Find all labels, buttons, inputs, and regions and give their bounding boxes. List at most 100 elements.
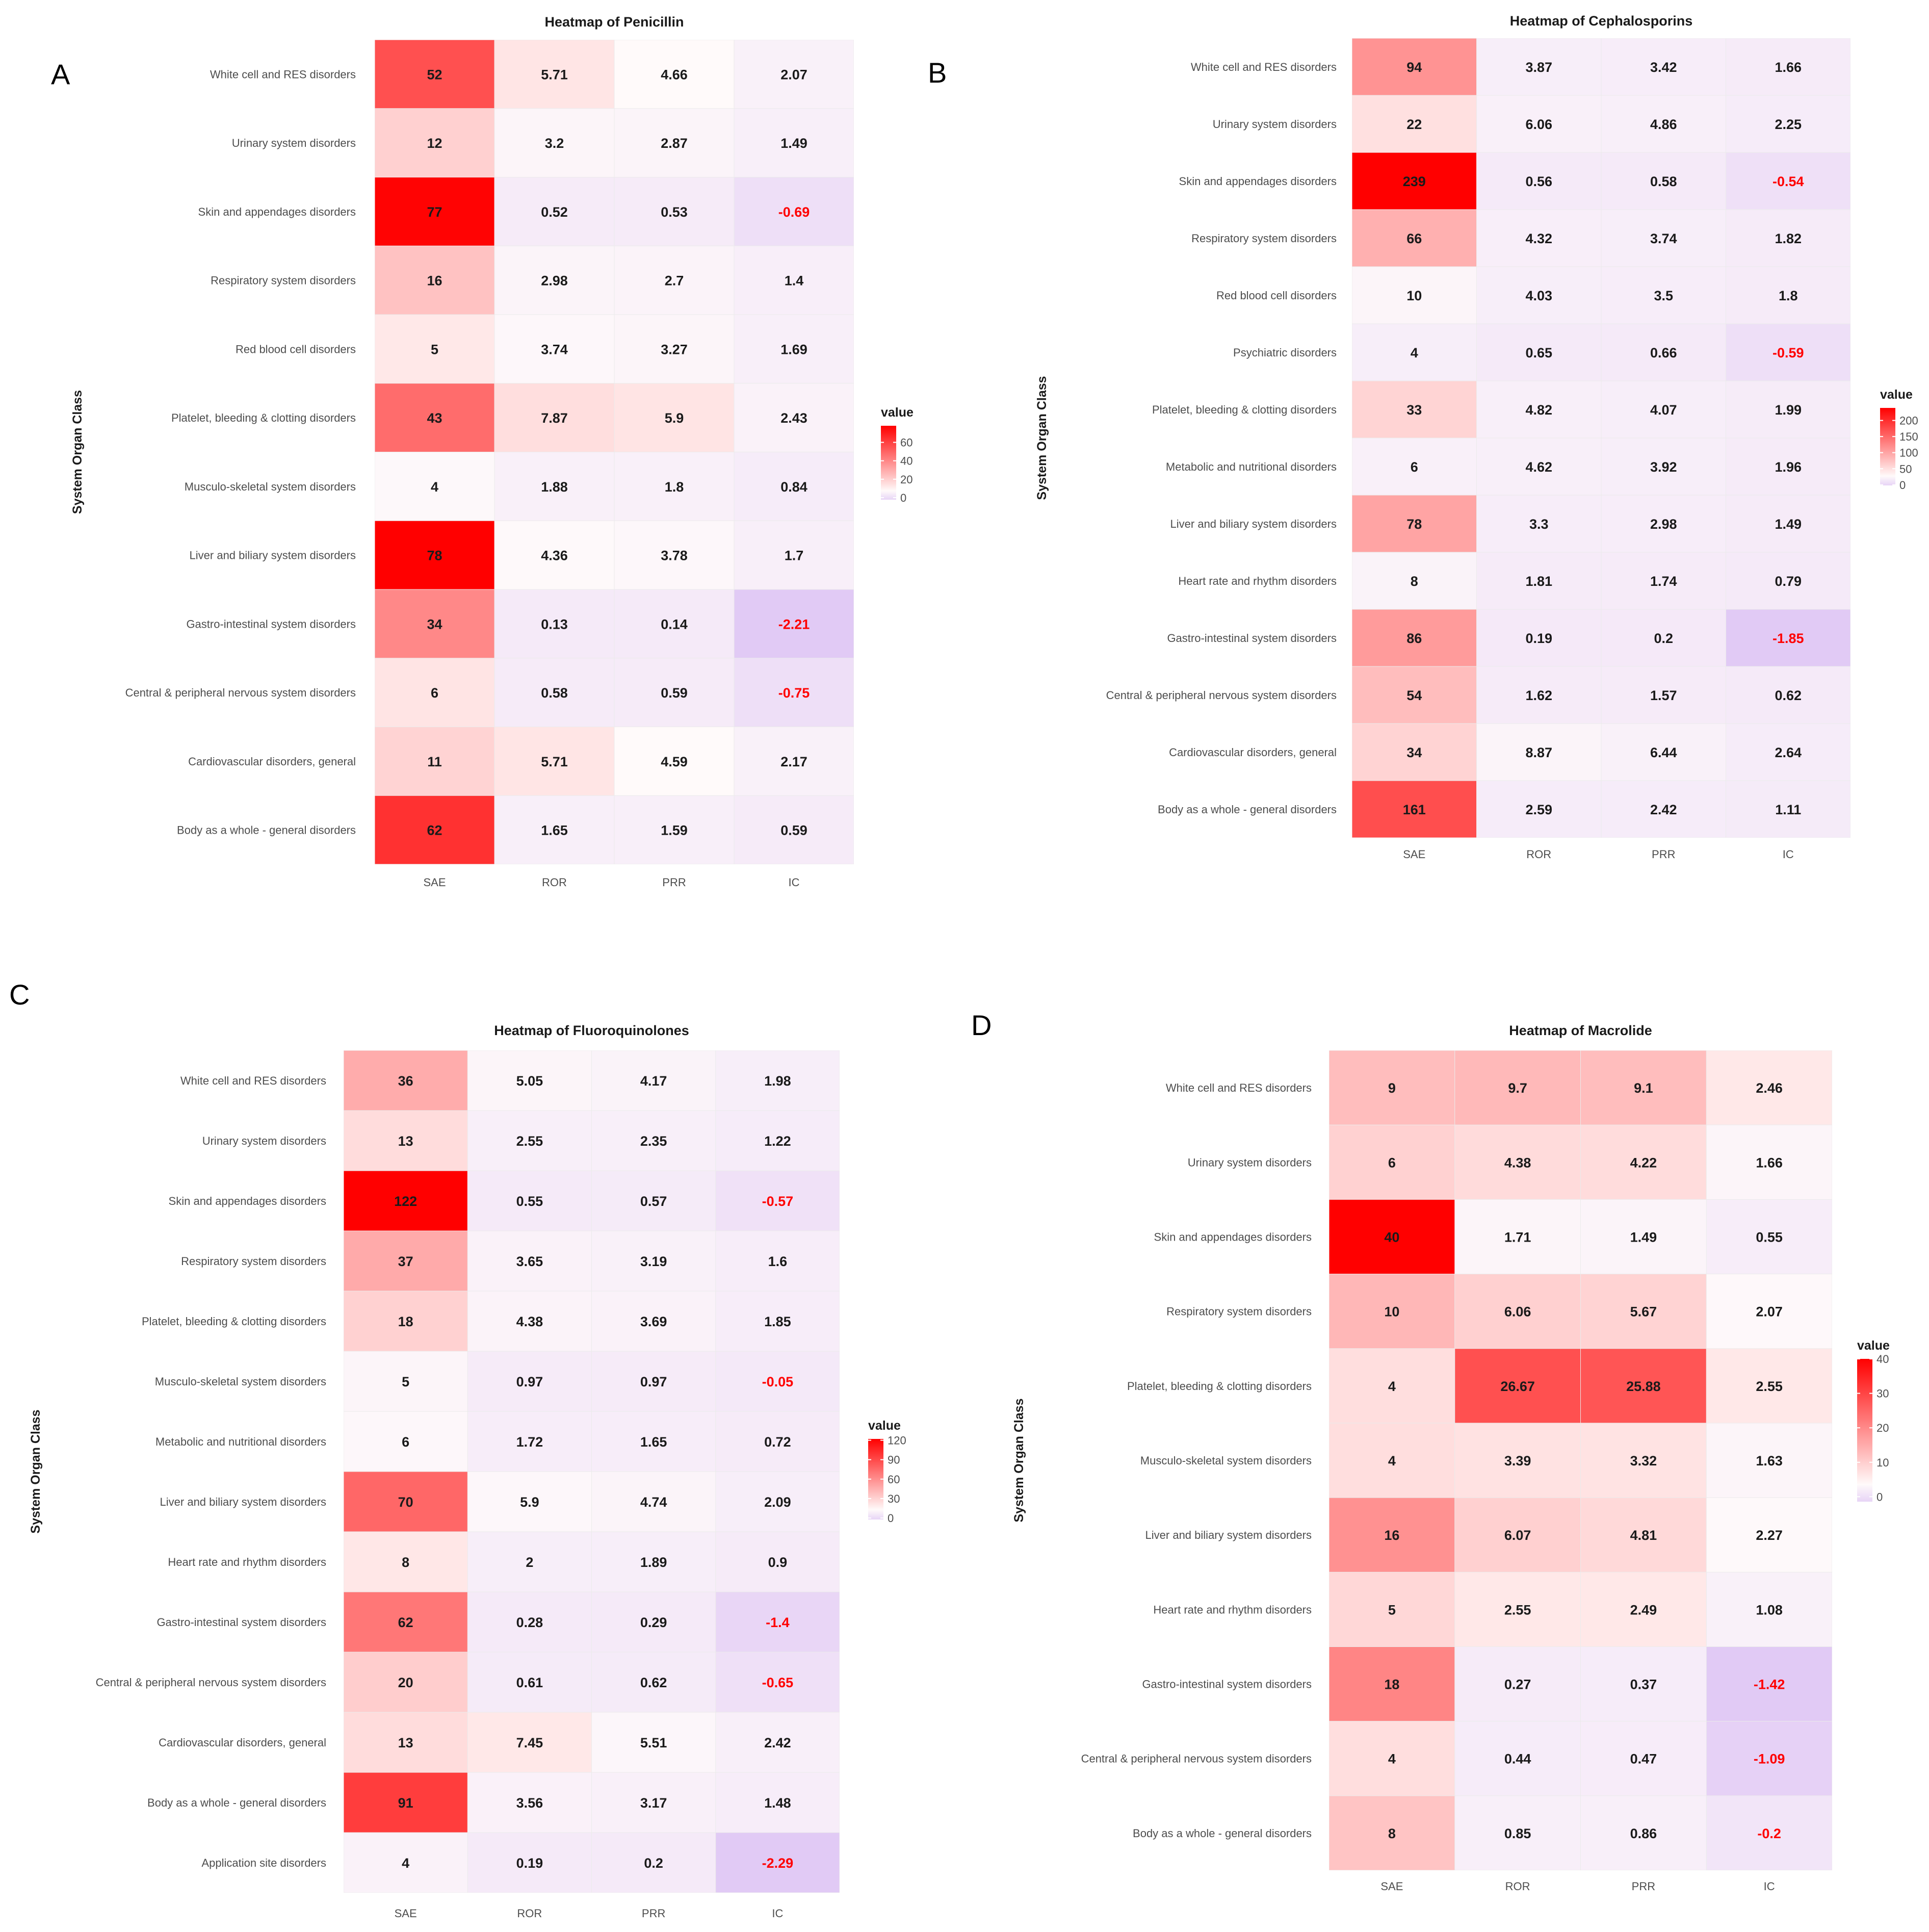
heatmap-cell [734,727,854,795]
cell-value-label: 2.25 [1775,117,1802,132]
heatmap-cell [1601,495,1726,552]
heatmap-cell [1726,724,1850,781]
heatmap-cell [734,40,854,109]
cell-value-label: 4.82 [1525,402,1552,418]
legend-tick-label: 0 [1876,1490,1883,1503]
legend-tick-label: 30 [888,1492,900,1505]
row-tick-label: Gastro-intestinal system disorders [1167,632,1337,645]
cell-value-label: 1.99 [1775,402,1802,418]
row-tick-label: Metabolic and nutritional disorders [155,1435,326,1448]
cell-value-label: 6.06 [1504,1304,1531,1320]
cell-value-label: 8 [1411,574,1418,589]
y-axis-label: System Organ Class [1012,1398,1026,1522]
cell-value-label: 5 [1388,1602,1396,1617]
heatmap-cell [1455,1572,1580,1646]
cell-value-label: 4.03 [1525,288,1552,303]
cell-value-label: 4 [1411,345,1418,360]
column-tick-label: ROR [542,876,567,889]
cell-value-label: 25.88 [1626,1379,1661,1394]
cell-value-label: 0.59 [780,823,807,838]
cell-value-label: 4.59 [661,754,688,769]
legend-tick-label: 90 [888,1454,900,1466]
heatmap-cell [375,40,494,109]
heatmap-cell [1601,210,1726,267]
cell-value-label: 6 [431,685,438,701]
heatmap-cell [734,177,854,246]
heatmap-cell [1455,1125,1580,1199]
column-tick-label: PRR [1652,848,1675,861]
heatmap-cell [344,1231,467,1291]
cell-value-label: -2.21 [778,616,810,632]
heatmap-cell [1601,438,1726,495]
row-tick-label: Central & peripheral nervous system diso… [1106,689,1337,702]
column-tick-label: ROR [517,1907,542,1920]
heatmap-cell [1455,1199,1580,1274]
cell-value-label: 0.52 [541,204,568,220]
heatmap-cell [344,1050,467,1111]
heatmap-cell [614,315,734,383]
column-tick-label: PRR [662,876,686,889]
cell-value-label: 0.28 [516,1615,543,1630]
heatmap-cell [1706,1274,1832,1349]
heatmap-cell [375,452,494,521]
cell-value-label: 7.87 [541,410,568,426]
heatmap-cell [1477,495,1601,552]
cell-value-label: 5.67 [1630,1304,1657,1320]
cell-value-label: 34 [1406,745,1422,760]
cell-value-label: 3.78 [661,548,688,563]
cell-value-label: 3.69 [640,1314,667,1329]
cell-value-label: 0.19 [1525,631,1552,646]
cell-value-label: -0.57 [762,1194,794,1209]
legend-tick-label: 20 [900,473,913,486]
cell-value-label: 4.36 [541,548,568,563]
heatmap-cell [344,1171,467,1231]
heatmap-cell [1352,552,1476,609]
cell-value-label: 0.9 [768,1555,788,1570]
row-tick-label: Central & peripheral nervous system diso… [125,686,356,699]
cell-value-label: 4.38 [516,1314,543,1329]
heatmap-cell [375,177,494,246]
cell-value-label: 5.9 [520,1495,539,1510]
heatmap-cell [592,1712,716,1772]
heatmap-cell [344,1291,467,1351]
heatmap-cell [494,521,614,589]
cell-value-label: 0.44 [1504,1751,1531,1767]
heatmap-cell [1477,724,1601,781]
cell-value-label: 2.09 [764,1495,791,1510]
heatmap-cell [1455,1498,1580,1572]
cell-value-label: 16 [1384,1528,1399,1543]
cell-value-label: 1.8 [665,479,684,495]
heatmap-cell [716,1411,840,1472]
color-legend: value 200 150 100 50 0 [1880,388,1918,492]
cell-value-label: 0.62 [640,1675,667,1690]
heatmap-cell [1352,210,1476,267]
heatmap-cell [1352,38,1476,95]
heatmap-cell [716,1833,840,1893]
cell-value-label: 2.59 [1525,802,1552,817]
cell-value-label: -1.42 [1754,1677,1785,1692]
heatmap-cell [1706,1572,1832,1646]
cell-value-label: 94 [1406,60,1422,75]
cell-value-label: 9.1 [1634,1080,1653,1096]
heatmap-cell [592,1833,716,1893]
cell-value-label: 4.74 [640,1495,667,1510]
cell-value-label: 0.58 [541,685,568,701]
cell-value-label: 3.74 [1650,231,1677,246]
heatmap-cell [1601,267,1726,324]
column-tick-label: IC [1764,1880,1775,1893]
heatmap-cell [1352,724,1476,781]
heatmap-cell [344,1532,467,1592]
cell-value-label: -0.2 [1757,1826,1781,1841]
cell-value-label: 8 [1388,1826,1396,1841]
cell-value-label: 1.81 [1525,574,1552,589]
cell-value-label: 3.5 [1654,288,1673,303]
heatmap-cell [1477,381,1601,438]
cell-value-label: 1.71 [1504,1229,1531,1245]
cell-value-label: 13 [398,1134,413,1149]
cell-value-label: 3.74 [541,342,568,357]
heatmap-cell [1352,267,1476,324]
cell-value-label: 2.7 [665,273,684,289]
cell-value-label: 2.43 [780,410,807,426]
heatmap-cell [494,109,614,177]
